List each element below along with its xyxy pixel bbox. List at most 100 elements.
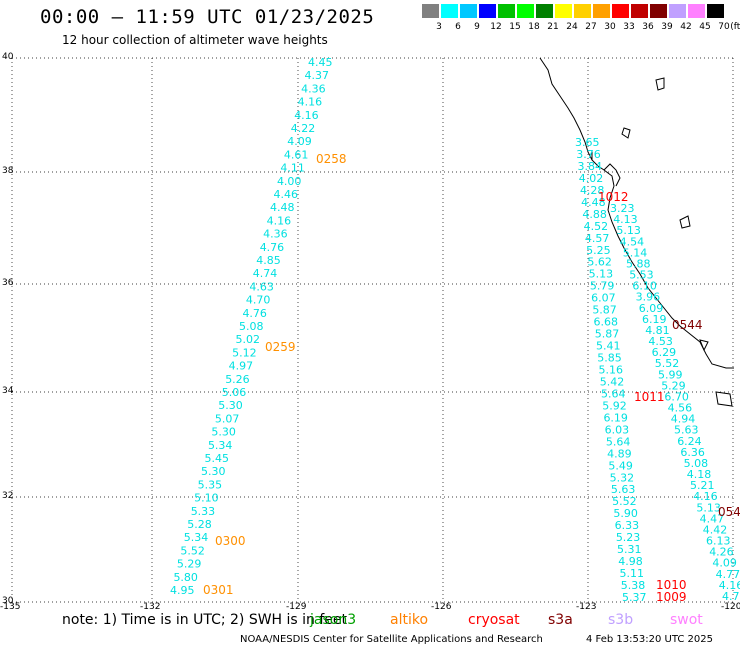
pass-time-label: 0544 bbox=[672, 318, 703, 332]
swh-value: 5.85 bbox=[597, 352, 622, 365]
scale-label: 70 bbox=[718, 22, 730, 32]
swh-value: 5.38 bbox=[621, 579, 646, 592]
swh-value: 5.30 bbox=[218, 399, 243, 412]
swh-value: 6.13 bbox=[706, 535, 731, 548]
swh-value: 5.28 bbox=[187, 518, 212, 531]
swh-value: 6.19 bbox=[642, 313, 667, 326]
pass-time-label: 0301 bbox=[203, 583, 234, 597]
scale-swatch bbox=[688, 4, 705, 18]
swh-value: 4.53 bbox=[648, 335, 673, 348]
inland-lake-2 bbox=[621, 127, 631, 139]
lon-label: -120 bbox=[721, 602, 740, 612]
swh-value: 5.62 bbox=[587, 256, 612, 269]
swh-value: 4.63 bbox=[249, 280, 274, 293]
map-title: 00:00 – 11:59 UTC 01/23/2025 bbox=[40, 6, 375, 28]
swh-value: 5.99 bbox=[658, 368, 683, 381]
swh-value: 5.63 bbox=[674, 424, 699, 437]
swh-value: 6.09 bbox=[639, 302, 664, 315]
pass-time-label: 1009 bbox=[656, 590, 687, 604]
scale-label: 3 bbox=[436, 22, 442, 32]
scale-swatch bbox=[441, 4, 458, 18]
mission-label-s3a: s3a bbox=[548, 612, 573, 628]
swh-value: 4.11 bbox=[280, 162, 305, 175]
swh-value: 5.23 bbox=[616, 531, 641, 544]
swh-value: 4.76 bbox=[242, 307, 267, 320]
swh-value: 4.45 bbox=[308, 56, 333, 69]
scale-swatch bbox=[612, 4, 629, 18]
scale-swatch bbox=[574, 4, 591, 18]
inland-lake-5 bbox=[699, 339, 709, 352]
scale-label: 24 bbox=[566, 22, 578, 32]
swh-value: 4.74 bbox=[253, 267, 277, 280]
swh-value: 4.02 bbox=[579, 172, 604, 185]
swh-value: 5.08 bbox=[239, 320, 264, 333]
lon-label: -129 bbox=[286, 602, 307, 612]
pass-time-label: 1010 bbox=[656, 578, 687, 592]
swh-value: 5.13 bbox=[616, 224, 641, 237]
swh-value: 6.70 bbox=[664, 390, 689, 403]
swh-value: 4.36 bbox=[301, 82, 326, 95]
lon-label: -126 bbox=[431, 602, 452, 612]
swh-value: 4.88 bbox=[582, 208, 607, 221]
swh-value: 5.53 bbox=[629, 269, 654, 282]
swh-value: 4.28 bbox=[580, 184, 605, 197]
swh-value: 4.36 bbox=[263, 228, 288, 241]
lon-label: -135 bbox=[0, 602, 21, 612]
pass-time-label: 1011 bbox=[634, 390, 665, 404]
scale-label: 15 bbox=[509, 22, 521, 32]
swh-value: 3.23 bbox=[610, 202, 635, 215]
swh-value: 5.30 bbox=[201, 465, 226, 478]
lat-label: 40 bbox=[2, 52, 14, 62]
swh-value: 4.47 bbox=[700, 512, 725, 525]
swh-value: 5.41 bbox=[596, 340, 621, 353]
pass-time-label: 0540 bbox=[718, 505, 740, 519]
scale-label: 45 bbox=[699, 22, 711, 32]
swh-value: 5.11 bbox=[620, 567, 645, 580]
swh-value: 5.79 bbox=[590, 280, 615, 293]
swh-value: 5.49 bbox=[608, 459, 633, 472]
swh-value: 4.95 bbox=[170, 584, 195, 597]
scale-swatch bbox=[422, 4, 439, 18]
pass-time-label: 0300 bbox=[215, 534, 246, 548]
swh-value: 5.30 bbox=[211, 426, 236, 439]
swh-value: 4.56 bbox=[668, 402, 693, 415]
swh-value: 4.76 bbox=[260, 241, 285, 254]
scale-label: 39 bbox=[661, 22, 673, 32]
swh-value: 5.32 bbox=[610, 471, 635, 484]
pass-time-label: 0258 bbox=[316, 152, 347, 166]
swh-value: 5.25 bbox=[586, 244, 611, 257]
swh-value: 5.14 bbox=[623, 246, 648, 259]
swh-value: 5.13 bbox=[696, 501, 721, 514]
swh-value: 6.36 bbox=[680, 446, 705, 459]
swh-value: 4.77 bbox=[716, 568, 740, 581]
scale-label: 42 bbox=[680, 22, 692, 32]
swh-value: 4.16 bbox=[298, 96, 323, 109]
swh-value: 4.16 bbox=[693, 490, 718, 503]
swh-value: 4.26 bbox=[709, 546, 734, 559]
swh-value: 4.00 bbox=[277, 175, 302, 188]
swh-value: 6.10 bbox=[632, 280, 657, 293]
swh-value: 6.68 bbox=[594, 316, 619, 329]
scale-swatch bbox=[555, 4, 572, 18]
swh-value: 3.76 bbox=[576, 148, 601, 161]
pass-time-label: 1012 bbox=[598, 190, 629, 204]
scale-label: 30 bbox=[604, 22, 616, 32]
scale-label: 9 bbox=[474, 22, 480, 32]
scale-swatch bbox=[479, 4, 496, 18]
scale-label: 21 bbox=[547, 22, 559, 32]
swh-value: 5.12 bbox=[232, 346, 257, 359]
swh-value: 4.09 bbox=[712, 557, 737, 570]
swh-value: 5.64 bbox=[601, 387, 626, 400]
swh-value: 5.92 bbox=[602, 399, 627, 412]
swh-value: 5.88 bbox=[626, 257, 651, 270]
swh-value: 4.16 bbox=[267, 214, 292, 227]
mission-label-cryosat: cryosat bbox=[468, 612, 520, 628]
scale-label: 33 bbox=[623, 22, 635, 32]
swh-value: 4.94 bbox=[671, 413, 696, 426]
swh-value: 5.52 bbox=[180, 544, 205, 557]
swh-value: 3.65 bbox=[575, 136, 600, 149]
lat-label: 30 bbox=[2, 596, 14, 606]
swh-value: 3.96 bbox=[636, 291, 661, 304]
sf-bay bbox=[603, 163, 621, 187]
footer-note: note: 1) Time is in UTC; 2) SWH is in fe… bbox=[62, 612, 348, 628]
